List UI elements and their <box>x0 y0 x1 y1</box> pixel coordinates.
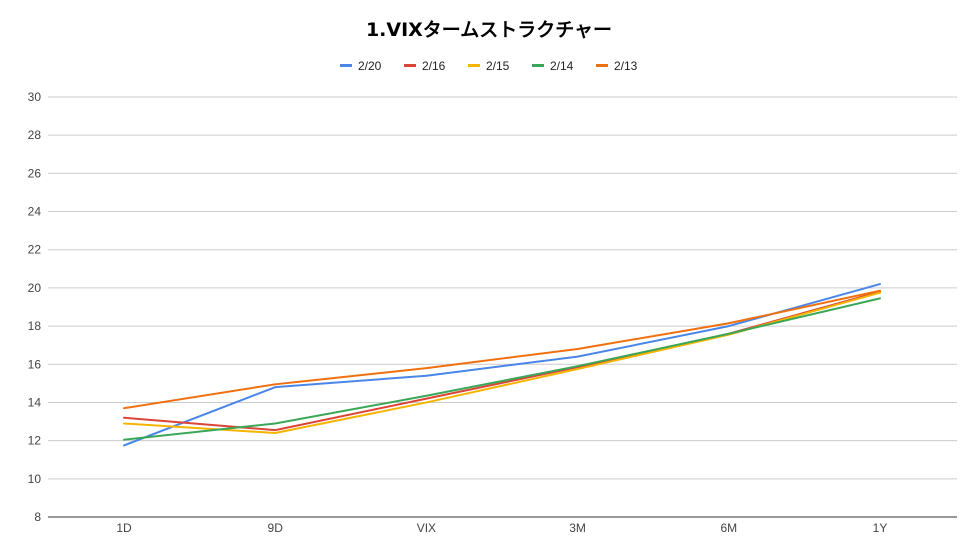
series-line <box>123 290 881 432</box>
y-tick-label: 22 <box>28 243 42 257</box>
data-point <box>424 394 428 398</box>
data-point <box>273 382 277 386</box>
series-line <box>123 291 881 434</box>
series-group <box>122 282 882 447</box>
y-tick-label: 24 <box>28 205 42 219</box>
data-point <box>424 374 428 378</box>
x-tick-label: 1D <box>116 521 132 535</box>
legend-label: 2/14 <box>550 59 574 73</box>
data-point <box>576 355 580 359</box>
y-tick-label: 14 <box>28 395 42 409</box>
legend-label: 2/20 <box>358 59 382 73</box>
data-point <box>273 431 277 435</box>
series-4 <box>122 289 882 410</box>
x-tick-label: 3M <box>569 521 586 535</box>
data-point <box>576 347 580 351</box>
data-point <box>727 321 731 325</box>
legend-swatch <box>340 64 352 67</box>
legend-label: 2/15 <box>486 59 510 73</box>
legend-item[interactable]: 2/15 <box>468 59 510 73</box>
data-point <box>122 421 126 425</box>
series-line <box>123 283 881 447</box>
series-1 <box>122 290 881 432</box>
legend-swatch <box>596 64 608 67</box>
data-point <box>122 406 126 410</box>
legend-label: 2/13 <box>614 59 638 73</box>
y-tick-label: 16 <box>28 357 42 371</box>
series-line <box>123 297 881 441</box>
y-tick-label: 10 <box>28 472 42 486</box>
data-point <box>424 366 428 370</box>
legend-swatch <box>532 64 544 67</box>
series-line <box>123 289 881 410</box>
chart-title: 1.VIXタームストラクチャー <box>366 19 612 41</box>
series-3 <box>122 296 882 442</box>
x-axis: 1D 9D VIX 3M 6M 1Y <box>116 521 887 535</box>
legend-label: 2/16 <box>422 59 446 73</box>
data-point <box>122 438 126 442</box>
legend-swatch <box>404 64 416 67</box>
data-point <box>122 443 126 447</box>
data-point <box>122 416 126 420</box>
data-point <box>273 421 277 425</box>
x-tick-label: VIX <box>417 521 436 535</box>
series-2 <box>122 291 881 435</box>
y-tick-label: 18 <box>28 319 42 333</box>
legend-item[interactable]: 2/20 <box>340 59 382 73</box>
legend-swatch <box>468 64 480 67</box>
series-0 <box>122 282 882 447</box>
legend-item[interactable]: 2/14 <box>532 59 574 73</box>
data-point <box>878 282 882 286</box>
data-point <box>727 332 731 336</box>
legend: 2/20 2/16 2/15 2/14 2/13 <box>340 59 638 73</box>
x-tick-label: 9D <box>268 521 284 535</box>
data-point <box>878 296 882 300</box>
legend-item[interactable]: 2/16 <box>404 59 446 73</box>
y-tick-label: 12 <box>28 434 42 448</box>
gridlines <box>48 96 957 518</box>
legend-item[interactable]: 2/13 <box>596 59 638 73</box>
y-tick-label: 30 <box>28 90 42 104</box>
data-point <box>878 289 882 293</box>
y-tick-label: 20 <box>28 281 42 295</box>
y-axis: 8 10 12 14 16 18 20 22 24 26 28 30 <box>28 90 42 524</box>
y-tick-label: 8 <box>34 510 41 524</box>
data-point <box>424 400 428 404</box>
x-tick-label: 1Y <box>873 521 888 535</box>
y-tick-label: 26 <box>28 166 42 180</box>
y-tick-label: 28 <box>28 128 42 142</box>
data-point <box>576 364 580 368</box>
x-tick-label: 6M <box>720 521 737 535</box>
